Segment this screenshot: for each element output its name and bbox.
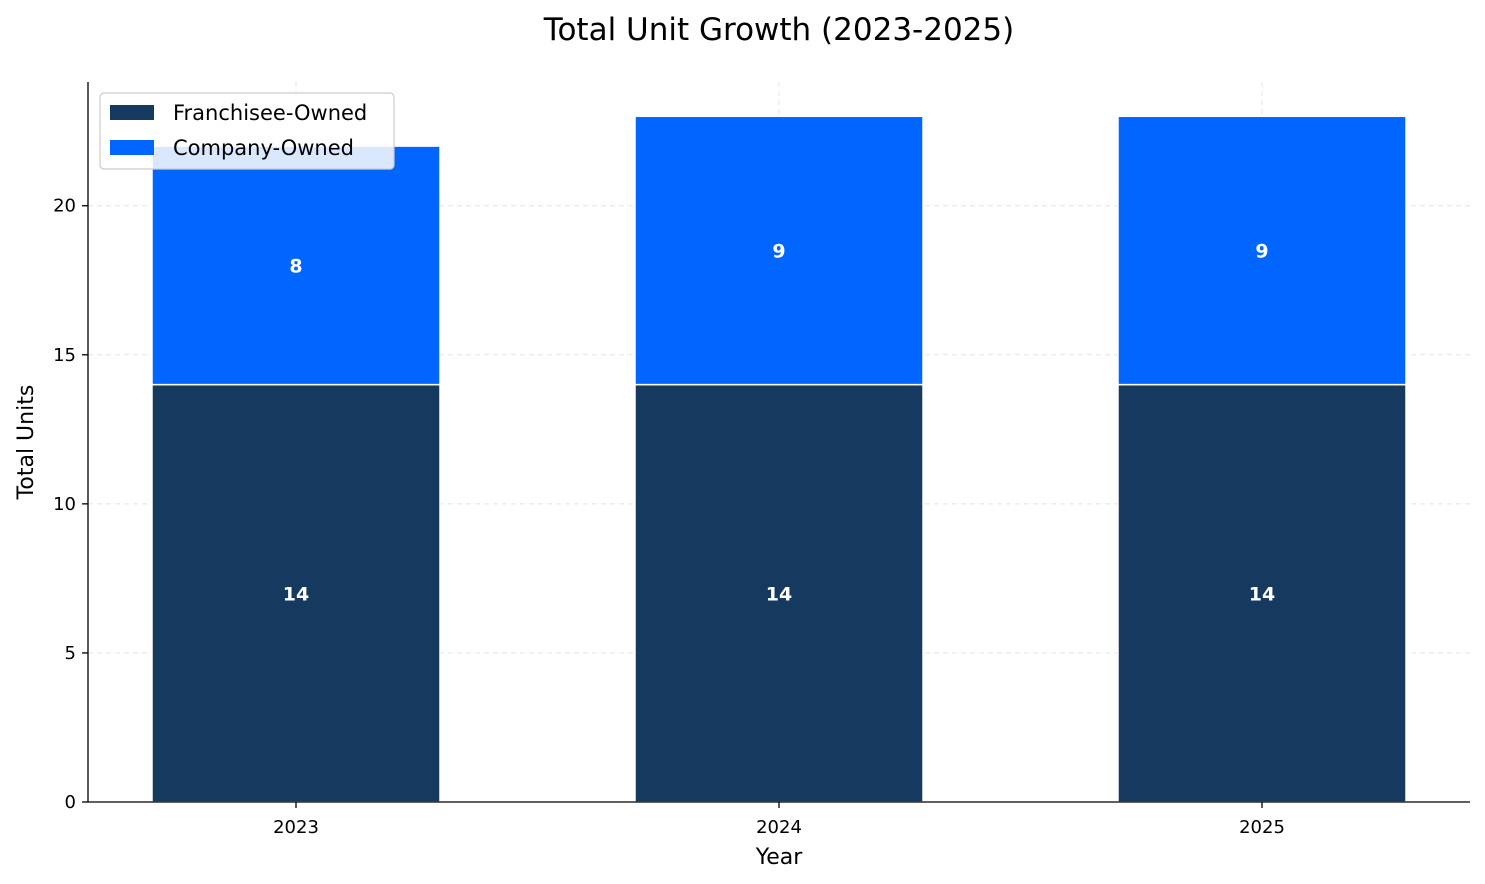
bar-franchisee-owned-2025	[1117, 383, 1407, 803]
bar-franchisee-owned-2024	[634, 383, 924, 803]
y-tick-label-15: 15	[53, 345, 76, 366]
bar-label-company-owned-2025: 9	[1255, 240, 1268, 262]
y-axis-title: Total Units	[14, 385, 39, 501]
legend-frame	[99, 92, 395, 170]
bar-company-owned-2024	[634, 115, 924, 386]
chart-title: Total Unit Growth (2023-2025)	[543, 12, 1014, 48]
bars-layer	[151, 115, 1407, 803]
bar-label-company-owned-2023: 8	[289, 255, 302, 277]
y-tick-label-0: 0	[65, 792, 76, 813]
x-tick-label-2024: 2024	[756, 817, 802, 838]
legend-label-franchisee-owned: Franchisee-Owned	[173, 101, 367, 125]
bar-label-franchisee-owned-2025: 14	[1249, 583, 1275, 605]
x-tick-label-2023: 2023	[273, 817, 319, 838]
bar-label-franchisee-owned-2024: 14	[766, 583, 792, 605]
bar-label-franchisee-owned-2023: 14	[283, 583, 309, 605]
y-tick-label-10: 10	[53, 494, 76, 515]
y-tick-label-20: 20	[53, 196, 76, 217]
x-axis-title: Year	[755, 845, 804, 870]
legend-label-company-owned: Company-Owned	[173, 136, 354, 160]
bar-labels-layer: 14 8 14 9 14 9	[283, 240, 1275, 605]
axes-layer: 0 5 10 15 20 2023 2024 2025	[53, 82, 1470, 838]
bar-label-company-owned-2024: 9	[772, 240, 785, 262]
legend-swatch-franchisee-owned	[110, 105, 154, 120]
bar-company-owned-2025	[1117, 115, 1407, 386]
legend: Franchisee-Owned Company-Owned	[99, 92, 395, 170]
y-tick-label-5: 5	[65, 643, 76, 664]
bar-franchisee-owned-2023	[151, 383, 441, 803]
legend-swatch-company-owned	[110, 140, 154, 155]
x-tick-label-2025: 2025	[1239, 817, 1285, 838]
bar-company-owned-2023	[151, 145, 441, 386]
